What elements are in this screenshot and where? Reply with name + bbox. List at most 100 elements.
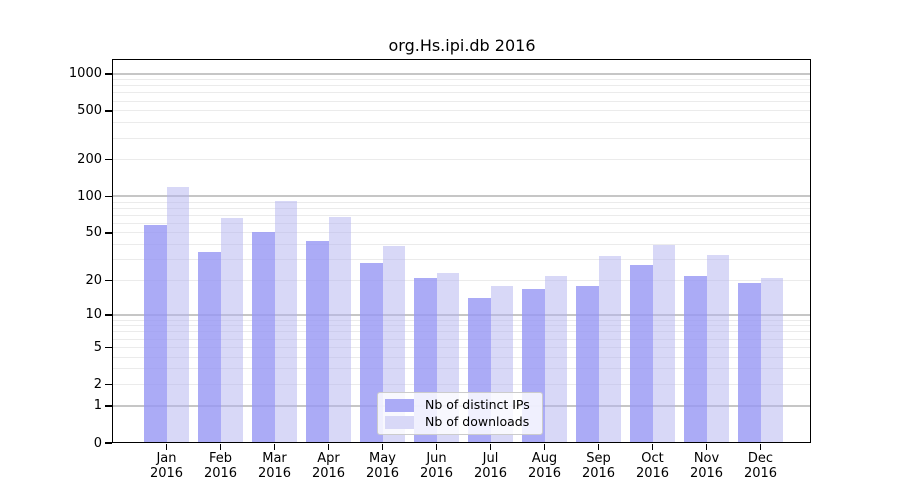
- y-axis-tick-label: 50: [85, 225, 102, 241]
- x-axis-tick-label: Mar 2016: [257, 451, 292, 481]
- x-axis-tick: [759, 444, 762, 450]
- gridline-minor: [113, 325, 811, 327]
- gridline-minor: [113, 100, 811, 102]
- y-axis-tick: [105, 405, 112, 407]
- bar-downloads: [166, 186, 189, 443]
- legend-label-distinct-ips: Nb of distinct IPs: [425, 397, 530, 412]
- y-axis-tick: [105, 232, 112, 234]
- y-axis-tick: [105, 73, 112, 75]
- x-axis-tick: [489, 444, 492, 450]
- x-axis-tick: [273, 444, 276, 450]
- bar-downloads: [274, 200, 297, 443]
- gridline-minor: [113, 383, 811, 385]
- x-axis-tick-label: May 2016: [365, 451, 400, 481]
- x-axis-tick: [705, 444, 708, 450]
- x-axis-tick: [597, 444, 600, 450]
- y-axis-tick-label: 5: [93, 339, 102, 355]
- x-axis-tick: [543, 444, 546, 450]
- x-axis-tick: [219, 444, 222, 450]
- bar-downloads: [544, 275, 567, 443]
- x-axis-tick: [165, 444, 168, 450]
- bar-downloads: [220, 217, 243, 443]
- gridline-minor: [113, 207, 811, 209]
- y-axis-tick: [105, 442, 112, 444]
- bar-downloads: [328, 216, 351, 443]
- x-axis-tick: [435, 444, 438, 450]
- y-axis-tick: [105, 110, 112, 112]
- y-axis-tick: [105, 383, 112, 386]
- bar-distinct-ips: [738, 282, 761, 443]
- bar-distinct-ips: [630, 265, 653, 443]
- gridline-minor: [113, 244, 811, 246]
- chart-title: org.Hs.ipi.db 2016: [388, 36, 536, 55]
- bar-distinct-ips: [252, 231, 275, 443]
- x-axis-tick-label: Jun 2016: [419, 451, 454, 481]
- y-axis-tick: [105, 346, 112, 349]
- bar-downloads: [760, 277, 783, 443]
- x-axis-tick-label: Nov 2016: [689, 451, 724, 481]
- gridline-minor: [113, 201, 811, 203]
- gridline-minor: [113, 159, 811, 161]
- gridline-minor: [113, 331, 811, 333]
- gridline-minor: [113, 92, 811, 94]
- gridline-minor: [113, 137, 811, 139]
- gridline-minor: [113, 110, 811, 112]
- y-axis-tick-label: 0: [93, 435, 102, 451]
- x-axis-tick-label: Sep 2016: [581, 451, 616, 481]
- legend-item-distinct-ips: Nb of distinct IPs: [385, 398, 534, 412]
- legend: Nb of distinct IPs Nb of downloads: [377, 392, 543, 435]
- gridline-major: [113, 72, 811, 75]
- x-axis-tick: [381, 444, 384, 450]
- y-axis-tick: [105, 314, 112, 316]
- x-axis-tick: [651, 444, 654, 450]
- gridline-minor: [113, 122, 811, 124]
- bar-distinct-ips: [360, 263, 383, 443]
- y-axis-tick-label: 20: [85, 272, 102, 288]
- bar-distinct-ips: [576, 285, 599, 443]
- bar-downloads: [706, 254, 729, 443]
- legend-label-downloads: Nb of downloads: [425, 414, 530, 429]
- plot-area: [113, 60, 811, 443]
- bar-distinct-ips: [684, 275, 707, 443]
- x-axis-tick: [327, 444, 330, 450]
- y-axis-tick-label: 200: [77, 152, 102, 168]
- legend-swatch-downloads-icon: [385, 415, 414, 429]
- y-axis-tick-label: 100: [77, 188, 102, 204]
- y-axis-tick: [105, 158, 112, 161]
- x-axis-tick-label: Jan 2016: [149, 451, 184, 481]
- x-axis-tick-label: Oct 2016: [635, 451, 670, 481]
- gridline-minor: [113, 259, 811, 261]
- bar-distinct-ips: [306, 240, 329, 443]
- gridline-minor: [113, 279, 811, 281]
- gridline-major: [113, 195, 811, 198]
- y-axis-tick-label: 1000: [68, 66, 102, 82]
- y-axis-tick-label: 10: [85, 307, 102, 323]
- y-axis-tick: [105, 279, 112, 282]
- x-axis-tick-label: Dec 2016: [743, 451, 778, 481]
- gridline-minor: [113, 232, 811, 234]
- x-axis-tick-label: Aug 2016: [527, 451, 562, 481]
- legend-item-downloads: Nb of downloads: [385, 415, 534, 429]
- bar-distinct-ips: [198, 251, 221, 443]
- gridline-minor: [113, 346, 811, 348]
- gridline-minor: [113, 319, 811, 321]
- legend-swatch-distinct-ips-icon: [385, 398, 414, 412]
- y-axis-tick-label: 2: [93, 376, 102, 392]
- bar-distinct-ips: [144, 225, 167, 443]
- x-axis-tick-label: Apr 2016: [311, 451, 346, 481]
- gridline-minor: [113, 338, 811, 340]
- y-axis-tick-label: 1: [93, 398, 102, 414]
- x-axis-tick-label: Jul 2016: [473, 451, 508, 481]
- x-axis-tick-label: Feb 2016: [203, 451, 238, 481]
- gridline-minor: [113, 85, 811, 87]
- gridline-major: [113, 313, 811, 316]
- gridline-minor: [113, 356, 811, 358]
- gridline-minor: [113, 368, 811, 370]
- bar-downloads: [652, 244, 675, 443]
- bar-downloads: [598, 256, 621, 443]
- gridline-minor: [113, 222, 811, 224]
- y-axis-tick: [105, 195, 112, 198]
- y-axis-tick-label: 500: [77, 103, 102, 119]
- gridline-minor: [113, 214, 811, 216]
